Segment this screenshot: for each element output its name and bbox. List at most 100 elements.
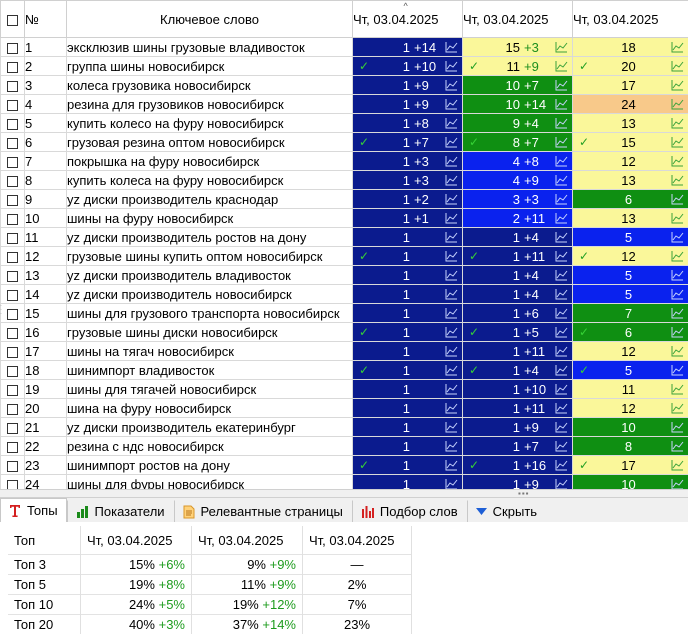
position-cell[interactable]: 12 <box>573 399 688 418</box>
trend-chart-icon[interactable] <box>671 459 684 471</box>
trend-chart-icon[interactable] <box>555 250 568 262</box>
row-checkbox[interactable] <box>1 456 25 475</box>
position-cell[interactable]: 1+8 <box>353 114 463 133</box>
keyword-cell[interactable]: купить колесо на фуру новосибирск <box>67 114 353 133</box>
keyword-cell[interactable]: шины на тягач новосибирск <box>67 342 353 361</box>
position-cell[interactable]: ✓1 <box>353 323 463 342</box>
trend-chart-icon[interactable] <box>445 136 458 148</box>
position-cell[interactable]: 5 <box>573 266 688 285</box>
position-cell[interactable]: 10 <box>573 475 688 490</box>
position-cell[interactable]: 1+3 <box>353 171 463 190</box>
keyword-cell[interactable]: yz диски производитель владивосток <box>67 266 353 285</box>
trend-chart-icon[interactable] <box>555 174 568 186</box>
position-cell[interactable]: 8 <box>573 437 688 456</box>
position-cell[interactable]: 1+9 <box>353 76 463 95</box>
position-cell[interactable]: ✓1 <box>353 361 463 380</box>
position-cell[interactable]: ✓1+5 <box>463 323 573 342</box>
row-checkbox[interactable] <box>1 266 25 285</box>
trend-chart-icon[interactable] <box>671 231 684 243</box>
position-cell[interactable]: 1+14 <box>353 38 463 57</box>
trend-chart-icon[interactable] <box>445 326 458 338</box>
tops-header-date-1[interactable]: Чт, 03.04.2025 <box>81 526 192 555</box>
position-cell[interactable]: 5 <box>573 285 688 304</box>
position-cell[interactable]: 17 <box>573 76 688 95</box>
trend-chart-icon[interactable] <box>671 250 684 262</box>
position-cell[interactable]: ✓12 <box>573 247 688 266</box>
position-cell[interactable]: ✓1+16 <box>463 456 573 475</box>
position-cell[interactable]: 1 <box>353 380 463 399</box>
position-cell[interactable]: 1 <box>353 437 463 456</box>
tab-0[interactable]: Топы <box>0 498 67 522</box>
row-checkbox[interactable] <box>1 342 25 361</box>
trend-chart-icon[interactable] <box>445 60 458 72</box>
position-cell[interactable]: 13 <box>573 171 688 190</box>
position-cell[interactable]: 5 <box>573 228 688 247</box>
keyword-cell[interactable]: резина с ндс новосибирск <box>67 437 353 456</box>
trend-chart-icon[interactable] <box>671 193 684 205</box>
position-cell[interactable]: 2+11 <box>463 209 573 228</box>
trend-chart-icon[interactable] <box>555 440 568 452</box>
keyword-cell[interactable]: yz диски производитель новосибирск <box>67 285 353 304</box>
trend-chart-icon[interactable] <box>671 155 684 167</box>
column-header-keyword[interactable]: Ключевое слово <box>67 1 353 38</box>
position-cell[interactable]: 10+14 <box>463 95 573 114</box>
column-header-date-1[interactable]: ^ Чт, 03.04.2025 <box>353 1 463 38</box>
position-cell[interactable]: ✓8+7 <box>463 133 573 152</box>
keyword-cell[interactable]: yz диски производитель екатеринбург <box>67 418 353 437</box>
position-cell[interactable]: 12 <box>573 152 688 171</box>
row-checkbox[interactable] <box>1 437 25 456</box>
trend-chart-icon[interactable] <box>555 193 568 205</box>
position-cell[interactable]: 1+11 <box>463 342 573 361</box>
row-checkbox[interactable] <box>1 171 25 190</box>
position-cell[interactable]: 3+3 <box>463 190 573 209</box>
trend-chart-icon[interactable] <box>445 231 458 243</box>
left-resize-grip[interactable]: ··· <box>0 304 4 316</box>
trend-chart-icon[interactable] <box>555 307 568 319</box>
keyword-cell[interactable]: шины для фуры новосибирск <box>67 475 353 490</box>
trend-chart-icon[interactable] <box>555 41 568 53</box>
trend-chart-icon[interactable] <box>671 421 684 433</box>
position-cell[interactable]: 1+6 <box>463 304 573 323</box>
trend-chart-icon[interactable] <box>445 440 458 452</box>
trend-chart-icon[interactable] <box>445 98 458 110</box>
row-checkbox[interactable] <box>1 247 25 266</box>
position-cell[interactable]: 1+10 <box>463 380 573 399</box>
tops-header-date-3[interactable]: Чт, 03.04.2025 <box>303 526 412 555</box>
trend-chart-icon[interactable] <box>445 155 458 167</box>
trend-chart-icon[interactable] <box>671 326 684 338</box>
trend-chart-icon[interactable] <box>555 98 568 110</box>
position-cell[interactable]: 24 <box>573 95 688 114</box>
row-checkbox[interactable] <box>1 323 25 342</box>
trend-chart-icon[interactable] <box>671 117 684 129</box>
keyword-cell[interactable]: грузовые шины диски новосибирск <box>67 323 353 342</box>
trend-chart-icon[interactable] <box>445 269 458 281</box>
position-cell[interactable]: 7 <box>573 304 688 323</box>
keyword-cell[interactable]: резина для грузовиков новосибирск <box>67 95 353 114</box>
row-checkbox[interactable] <box>1 399 25 418</box>
position-cell[interactable]: 1 <box>353 342 463 361</box>
position-cell[interactable]: ✓1 <box>353 456 463 475</box>
row-checkbox[interactable] <box>1 380 25 399</box>
position-cell[interactable]: ✓1 <box>353 247 463 266</box>
trend-chart-icon[interactable] <box>671 345 684 357</box>
tab-2[interactable]: Релевантные страницы <box>174 500 352 522</box>
trend-chart-icon[interactable] <box>555 79 568 91</box>
trend-chart-icon[interactable] <box>555 364 568 376</box>
trend-chart-icon[interactable] <box>445 421 458 433</box>
row-checkbox[interactable] <box>1 285 25 304</box>
row-checkbox[interactable] <box>1 57 25 76</box>
keyword-cell[interactable]: шины для тягачей новосибирск <box>67 380 353 399</box>
position-cell[interactable]: 1+7 <box>463 437 573 456</box>
trend-chart-icon[interactable] <box>445 79 458 91</box>
trend-chart-icon[interactable] <box>671 478 684 489</box>
tab-3[interactable]: Подбор слов <box>352 500 467 522</box>
